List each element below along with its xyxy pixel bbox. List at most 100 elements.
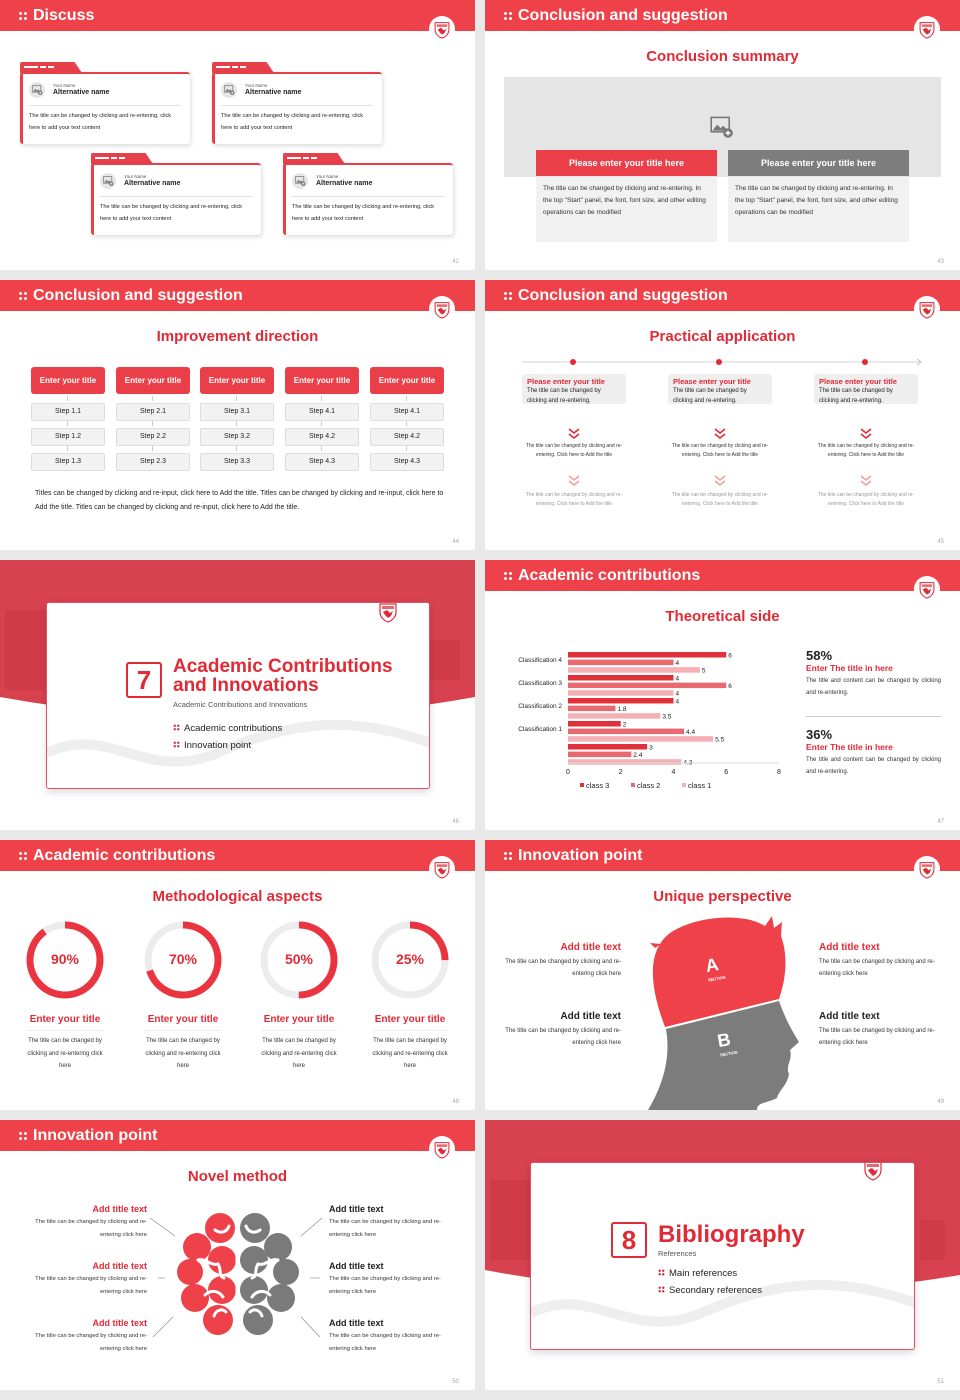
step-box[interactable]: Step 1.3 xyxy=(31,453,105,471)
legend-swatch xyxy=(631,783,635,787)
header-title: Conclusion and suggestion xyxy=(518,287,728,304)
progress-donut xyxy=(259,920,339,1000)
section-card: 8 Bibliography References Main reference… xyxy=(530,1162,915,1350)
head-silhouette-graphic: A SECTION B SECTION xyxy=(648,916,799,1110)
step-box[interactable]: Step 4.1 xyxy=(370,403,444,421)
item-text: The title can be changed by clicking and… xyxy=(673,388,747,404)
header-title: Conclusion and suggestion xyxy=(33,287,243,304)
column-title[interactable]: Enter your title xyxy=(200,367,274,394)
double-chevron-down-icon xyxy=(568,427,580,439)
slide-46[interactable]: 7 Academic Contributions and Innovations… xyxy=(0,560,475,830)
block-text: The title can be changed by clicking and… xyxy=(505,1028,621,1046)
divider xyxy=(372,1030,448,1031)
legend-label: class 2 xyxy=(637,781,660,790)
card-text: The title can be changed by clicking and… xyxy=(292,204,435,222)
step-box[interactable]: Step 1.1 xyxy=(31,403,105,421)
card-tab xyxy=(212,62,274,73)
category-label: Classification 1 xyxy=(518,726,562,733)
slide-48[interactable]: Academic contributions Methodological as… xyxy=(0,840,475,1110)
data-label: 6 xyxy=(728,653,732,660)
slide-45[interactable]: Conclusion and suggestion Practical appl… xyxy=(485,280,960,550)
card-tab xyxy=(20,62,82,73)
slide-44[interactable]: Conclusion and suggestion Improvement di… xyxy=(0,280,475,550)
step-box[interactable]: Step 3.1 xyxy=(200,403,274,421)
text-block: Add title text The title can be changed … xyxy=(505,1011,621,1049)
header-title: Discuss xyxy=(33,7,95,24)
text-block: Add title text The title can be changed … xyxy=(505,942,621,980)
item-title: Please enter your title xyxy=(819,377,897,386)
profile-card[interactable]: Your Name Alternative name The title can b… xyxy=(91,163,261,235)
box-title-red[interactable]: Please enter your title here xyxy=(536,150,717,176)
page-number: 44 xyxy=(452,539,459,545)
step-box[interactable]: Step 3.3 xyxy=(200,453,274,471)
step-box[interactable]: Step 4.3 xyxy=(285,453,359,471)
block-title: Add title text xyxy=(92,1318,147,1328)
x-tick-label: 8 xyxy=(777,769,781,776)
column-title[interactable]: Enter your title xyxy=(31,367,105,394)
university-logo xyxy=(429,856,455,882)
divider xyxy=(261,1030,337,1031)
stat-block: 58% Enter The title in here The title an… xyxy=(806,648,941,699)
stat-block: 36% Enter The title in here The title an… xyxy=(806,727,941,778)
section-b-word: SECTION xyxy=(720,1049,738,1057)
category-label: Classification 2 xyxy=(518,703,562,710)
slide-50[interactable]: Innovation point Novel method Add title … xyxy=(0,1120,475,1390)
university-logo xyxy=(914,16,940,42)
item-box[interactable]: Please enter your title The title can be … xyxy=(814,374,918,404)
step-box[interactable]: Step 4.1 xyxy=(285,403,359,421)
bar xyxy=(568,751,632,758)
avatar xyxy=(221,82,237,98)
double-chevron-down-icon xyxy=(568,474,580,486)
column-title[interactable]: Enter your title xyxy=(116,367,190,394)
block-text: The title can be changed by clicking and… xyxy=(505,959,621,977)
block-text: The title can be changed by clicking and… xyxy=(819,1028,935,1046)
step-box[interactable]: Step 4.3 xyxy=(370,453,444,471)
step-box[interactable]: Step 4.2 xyxy=(370,428,444,446)
step-box[interactable]: Step 4.2 xyxy=(285,428,359,446)
step-box[interactable]: Step 3.2 xyxy=(200,428,274,446)
double-chevron-down-icon xyxy=(714,474,726,486)
section-item[interactable]: Main references xyxy=(658,1268,737,1279)
section-item[interactable]: Innovation point xyxy=(173,740,251,751)
connector xyxy=(67,396,68,401)
step-box[interactable]: Step 2.2 xyxy=(116,428,190,446)
step-box[interactable]: Step 1.2 xyxy=(31,428,105,446)
image-icon xyxy=(32,85,43,95)
block-text: The title can be changed by clicking and… xyxy=(329,1219,441,1238)
stat-text: The title and content can be changed by … xyxy=(806,757,941,775)
profile-card[interactable]: Your Name Alternative name The title can b… xyxy=(20,72,190,144)
header-title: Academic contributions xyxy=(33,847,216,864)
page-number: 45 xyxy=(937,539,944,545)
slide-49[interactable]: Innovation point Unique perspective A SE… xyxy=(485,840,960,1110)
block-title: Add title text xyxy=(329,1204,384,1214)
profile-card[interactable]: Your Name Alternative name The title can b… xyxy=(283,163,453,235)
bar-chart: Classification 4 6 4 5 Classification 3 4 6 4 Cl… xyxy=(518,652,781,790)
slide-42[interactable]: Discuss Your Name Alternative name The tit… xyxy=(0,0,475,270)
slide-47[interactable]: Academic contributions Theoretical side … xyxy=(485,560,960,830)
slide-43[interactable]: Conclusion and suggestion Conclusion sum… xyxy=(485,0,960,270)
data-label: 4.4 xyxy=(686,729,695,736)
item-title: Enter your title xyxy=(263,1014,335,1025)
column-title[interactable]: Enter your title xyxy=(370,367,444,394)
data-label: 6 xyxy=(728,683,732,690)
step-box[interactable]: Step 2.3 xyxy=(116,453,190,471)
step-box[interactable]: Step 2.1 xyxy=(116,403,190,421)
dots-icon xyxy=(18,291,28,301)
data-label: 2 xyxy=(623,722,627,729)
section-subtitle: Academic Contributions and Innovations xyxy=(173,700,308,709)
legend-label: class 1 xyxy=(688,781,711,790)
column-title[interactable]: Enter your title xyxy=(285,367,359,394)
section-item[interactable]: Secondary references xyxy=(658,1285,762,1296)
profile-card[interactable]: Your Name Alternative name The title can b… xyxy=(212,72,382,144)
section-item[interactable]: Academic contributions xyxy=(173,723,282,734)
item-box[interactable]: Please enter your title The title can be … xyxy=(522,374,626,404)
page-number: 46 xyxy=(452,819,459,825)
box-title-gray[interactable]: Please enter your title here xyxy=(728,150,909,176)
add-image-icon[interactable] xyxy=(710,116,734,138)
slide-51[interactable]: 8 Bibliography References Main reference… xyxy=(485,1120,960,1390)
connector xyxy=(67,446,68,451)
item-box[interactable]: Please enter your title The title can be … xyxy=(668,374,772,404)
x-tick-label: 0 xyxy=(566,769,570,776)
divider xyxy=(29,105,181,106)
dots-icon xyxy=(503,11,513,21)
